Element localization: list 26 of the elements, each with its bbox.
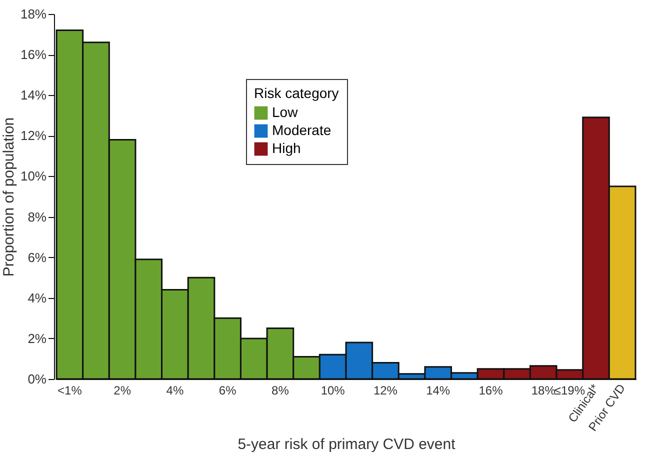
y-tick-label: 4% (28, 290, 47, 306)
legend-label: High (272, 140, 301, 156)
x-tick-label: 14% (426, 384, 450, 398)
x-tick-label: 12% (373, 384, 398, 398)
x-tick-label: 8% (272, 384, 290, 398)
legend-label: Low (272, 104, 299, 120)
legend-label: Moderate (272, 122, 332, 138)
y-tick-label: 8% (28, 209, 47, 224)
legend-title: Risk category (254, 85, 339, 101)
x-tick-label: 16% (478, 384, 504, 398)
x-tick-label: 2% (114, 384, 132, 398)
x-tick-label: 4% (166, 384, 184, 398)
x-tick-label: 6% (218, 384, 237, 398)
y-tick-label: 10% (20, 168, 47, 184)
x-tick-label: 10% (320, 384, 346, 398)
y-tick-label: 14% (20, 88, 47, 103)
y-tick-label: 18% (20, 6, 47, 22)
x-tick-label: <1% (58, 384, 82, 398)
x-tick-label: 18% (531, 384, 556, 398)
y-tick-label: 2% (28, 330, 47, 346)
y-tick-label: 16% (20, 47, 47, 62)
y-tick-label: 0% (28, 372, 47, 386)
y-tick-label: 6% (28, 250, 47, 265)
y-tick-label: 12% (20, 128, 47, 144)
y-axis-title: Proportion of population (0, 117, 18, 277)
x-axis-title: 5-year risk of primary CVD event (238, 436, 456, 453)
